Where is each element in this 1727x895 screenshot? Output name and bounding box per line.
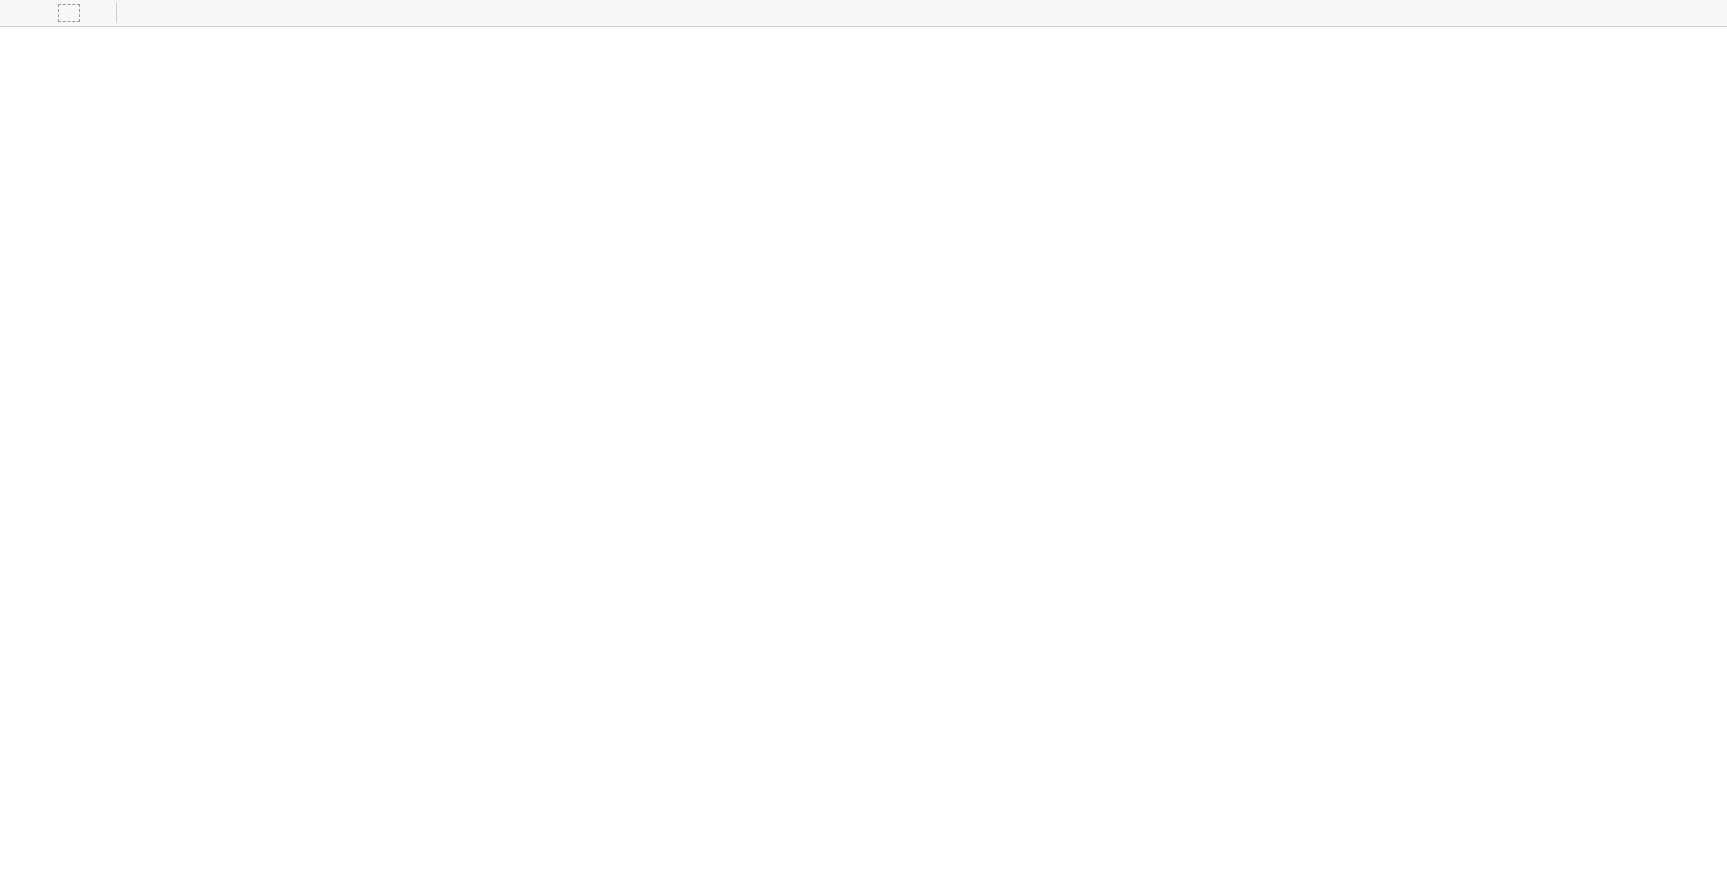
toolbar-separator — [116, 3, 117, 23]
text-box-t-icon[interactable] — [58, 4, 80, 22]
toolbar — [0, 0, 1727, 27]
symbol-ohlc-line — [14, 32, 30, 68]
